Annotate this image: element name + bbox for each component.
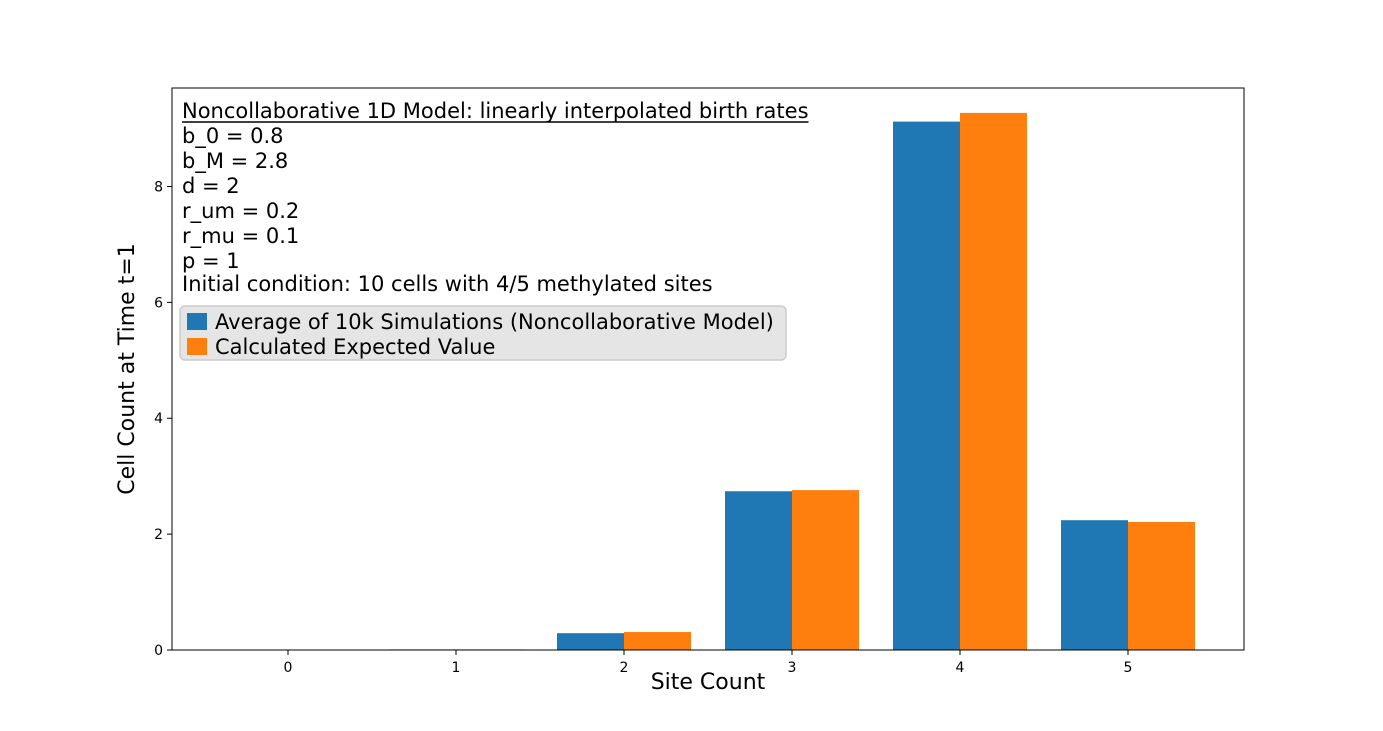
y-axis-label: Cell Count at Time t=1: [115, 243, 140, 494]
y-tick-label-2: 2: [154, 527, 163, 543]
bar-simulations-2: [557, 633, 624, 650]
annotation-title: Noncollaborative 1D Model: linearly inte…: [182, 99, 809, 123]
y-tick-label-0: 0: [154, 643, 163, 659]
bar-expected-5: [1128, 521, 1195, 650]
bar-expected-3: [792, 490, 859, 650]
bars-group: [389, 112, 1195, 651]
annotation-line-p: p = 1: [182, 249, 240, 273]
bar-simulations-5: [1061, 520, 1128, 650]
y-tick-label-6: 6: [154, 295, 163, 311]
annotation-block: Noncollaborative 1D Model: linearly inte…: [182, 99, 809, 296]
legend-label-simulations: Average of 10k Simulations (Noncollabora…: [215, 310, 774, 334]
x-tick-label-1: 1: [452, 660, 461, 676]
annotation-line-bM: b_M = 2.8: [182, 149, 288, 174]
y-axis-ticks: 0 2 4 6 8: [154, 179, 172, 659]
x-tick-label-0: 0: [284, 660, 293, 676]
y-tick-label-4: 4: [154, 411, 163, 427]
x-tick-label-3: 3: [788, 660, 797, 676]
plot-frame: [171, 87, 1245, 651]
x-axis-label: Site Count: [651, 670, 766, 695]
annotation-line-rum: r_um = 0.2: [182, 199, 299, 224]
annotation-line-b0: b_0 = 0.8: [182, 124, 284, 149]
bar-simulations-3: [725, 491, 792, 650]
x-tick-label-5: 5: [1124, 660, 1133, 676]
x-tick-label-4: 4: [956, 660, 965, 676]
bar-simulations-4: [893, 121, 960, 650]
x-axis-ticks: 0 1 2 3 4 5: [284, 650, 1133, 676]
y-tick-label-8: 8: [154, 179, 163, 195]
legend-box: [179, 305, 787, 361]
legend-swatch-simulations: [187, 313, 207, 330]
legend: Average of 10k Simulations (Noncollabora…: [179, 305, 787, 361]
annotation-line-initial: Initial condition: 10 cells with 4/5 met…: [182, 272, 713, 296]
x-tick-label-2: 2: [620, 660, 629, 676]
annotation-line-d: d = 2: [182, 174, 240, 198]
legend-label-expected: Calculated Expected Value: [215, 335, 495, 359]
annotation-line-rmu: r_mu = 0.1: [182, 224, 299, 249]
legend-swatch-expected: [187, 338, 207, 355]
bar-expected-4: [960, 112, 1027, 651]
bar-expected-2: [624, 632, 691, 650]
